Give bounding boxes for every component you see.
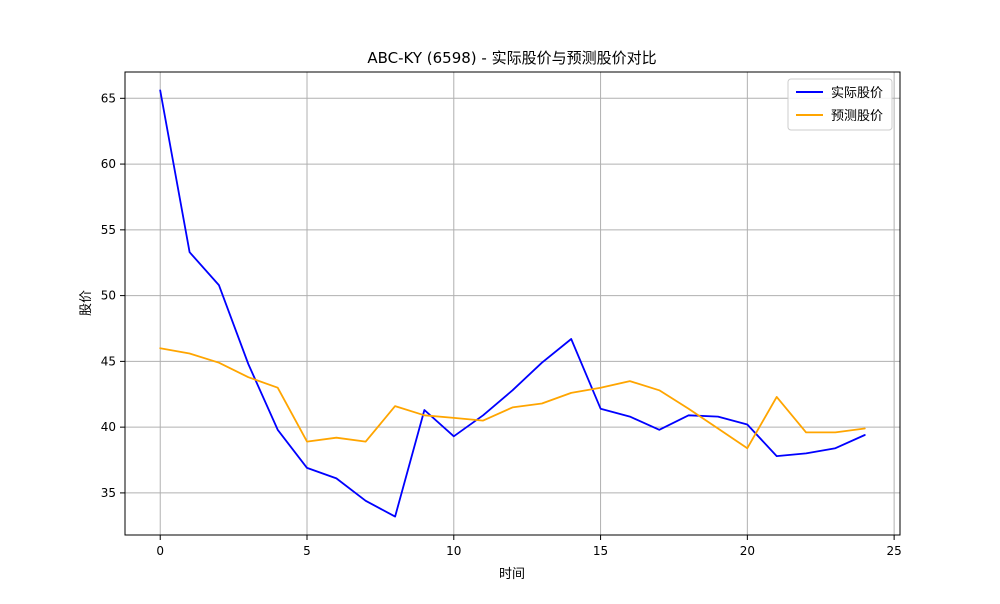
series-lines (159, 89, 866, 518)
y-axis-label: 股价 (79, 290, 94, 316)
x-tick-label: 25 (886, 544, 901, 558)
x-ticks: 0 5 10 15 20 25 (156, 535, 902, 558)
y-tick-label: 45 (101, 354, 116, 368)
x-tick-label: 20 (740, 544, 755, 558)
y-tick-label: 35 (101, 486, 116, 500)
x-tick-label: 0 (156, 544, 164, 558)
legend-label-predicted: 预测股价 (831, 109, 883, 124)
legend-label-actual: 实际股价 (831, 86, 883, 101)
x-axis-label: 时间 (499, 567, 525, 582)
y-tick-label: 50 (101, 289, 116, 303)
predicted-price-line (159, 347, 866, 450)
grid (125, 72, 900, 535)
y-tick-label: 40 (101, 420, 116, 434)
x-tick-label: 10 (446, 544, 461, 558)
y-ticks: 35 40 45 50 55 60 65 (101, 91, 125, 500)
plot-frame (124, 71, 901, 536)
chart-title: ABC-KY (6598) - 实际股价与预测股价对比 (367, 49, 656, 67)
y-tick-label: 60 (101, 157, 116, 171)
x-tick-label: 5 (303, 544, 311, 558)
y-tick-label: 65 (101, 91, 116, 105)
x-tick-label: 15 (593, 544, 608, 558)
y-tick-label: 55 (101, 223, 116, 237)
actual-price-line (159, 89, 866, 518)
legend: 实际股价 预测股价 (787, 78, 893, 131)
